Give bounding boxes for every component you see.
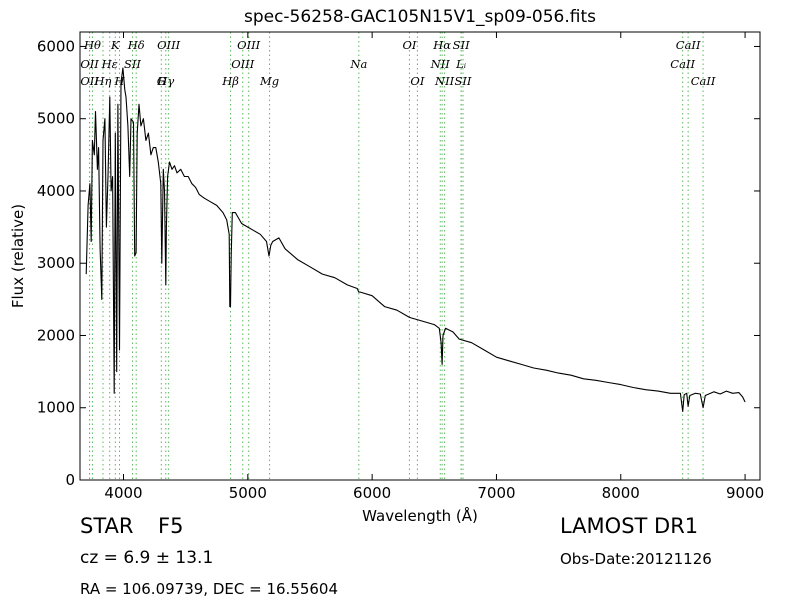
spectral-line-label: Hα <box>432 38 451 52</box>
y-tick-label: 6000 <box>37 37 75 55</box>
spectral-line-label: OI <box>402 38 416 52</box>
observation-date: Obs-Date:20121126 <box>560 550 712 568</box>
spectral-line-label: Hθ <box>83 38 101 52</box>
spectral-line-label: OIII <box>231 57 255 71</box>
spectral-line-label: G <box>157 74 166 88</box>
x-tick-label: 5000 <box>229 484 267 502</box>
survey-name: LAMOST DR1 <box>560 514 699 538</box>
spectral-line-label: Hη <box>94 74 112 88</box>
spectrum-line <box>85 67 746 412</box>
y-tick-label: 4000 <box>37 182 75 200</box>
spectral-line-label: SII <box>455 74 472 88</box>
chart-title: spec-56258-GAC105N15V1_sp09-056.fits <box>244 7 596 27</box>
redshift-value: cz = 6.9 ± 13.1 <box>80 548 214 568</box>
spectral-line-label: OI <box>410 74 424 88</box>
spectral-line-label: K <box>110 38 121 52</box>
y-tick-label: 0 <box>65 471 75 489</box>
spectral-line-label: OII <box>80 57 99 71</box>
object-class: STAR <box>80 514 134 538</box>
x-tick-label: 6000 <box>353 484 391 502</box>
x-axis-label: Wavelength (Å) <box>362 506 478 525</box>
spectral-line-label: Hδ <box>127 38 145 52</box>
y-tick-label: 3000 <box>37 254 75 272</box>
object-subclass: F5 <box>158 514 184 538</box>
spectral-line-label: Hε <box>101 57 118 71</box>
spectral-line-label: CaII <box>670 57 695 71</box>
y-axis-label: Flux (relative) <box>9 204 27 308</box>
y-tick-label: 1000 <box>37 399 75 417</box>
spectral-line-label: OIII <box>237 38 261 52</box>
spectral-line-label: OII <box>80 74 99 88</box>
spectral-line-label: Hβ <box>221 74 239 88</box>
spectral-line-label: H <box>114 74 126 88</box>
spectral-line-label: SII <box>124 57 141 71</box>
x-tick-label: 7000 <box>477 484 515 502</box>
spectral-line-label: CaII <box>691 74 716 88</box>
spectral-line-label: Na <box>349 57 367 71</box>
spectral-line-label: CaII <box>676 38 701 52</box>
spectral-line-label: SII <box>453 38 470 52</box>
spectral-line-label: Hγ <box>156 74 174 88</box>
x-tick-label: 4000 <box>104 484 142 502</box>
y-tick-label: 5000 <box>37 110 75 128</box>
coordinates: RA = 106.09739, DEC = 16.55604 <box>80 580 339 598</box>
spectral-line-label: Mg <box>259 74 279 88</box>
spectral-line-label: Lᵢ <box>455 57 466 71</box>
y-tick-label: 2000 <box>37 326 75 344</box>
x-tick-label: 8000 <box>602 484 640 502</box>
spectral-line-label: NII <box>434 74 455 88</box>
plot-frame <box>79 31 761 481</box>
spectral-line-label: OIII <box>157 38 181 52</box>
spectral-line-label: NII <box>430 57 451 71</box>
x-tick-label: 9000 <box>726 484 764 502</box>
